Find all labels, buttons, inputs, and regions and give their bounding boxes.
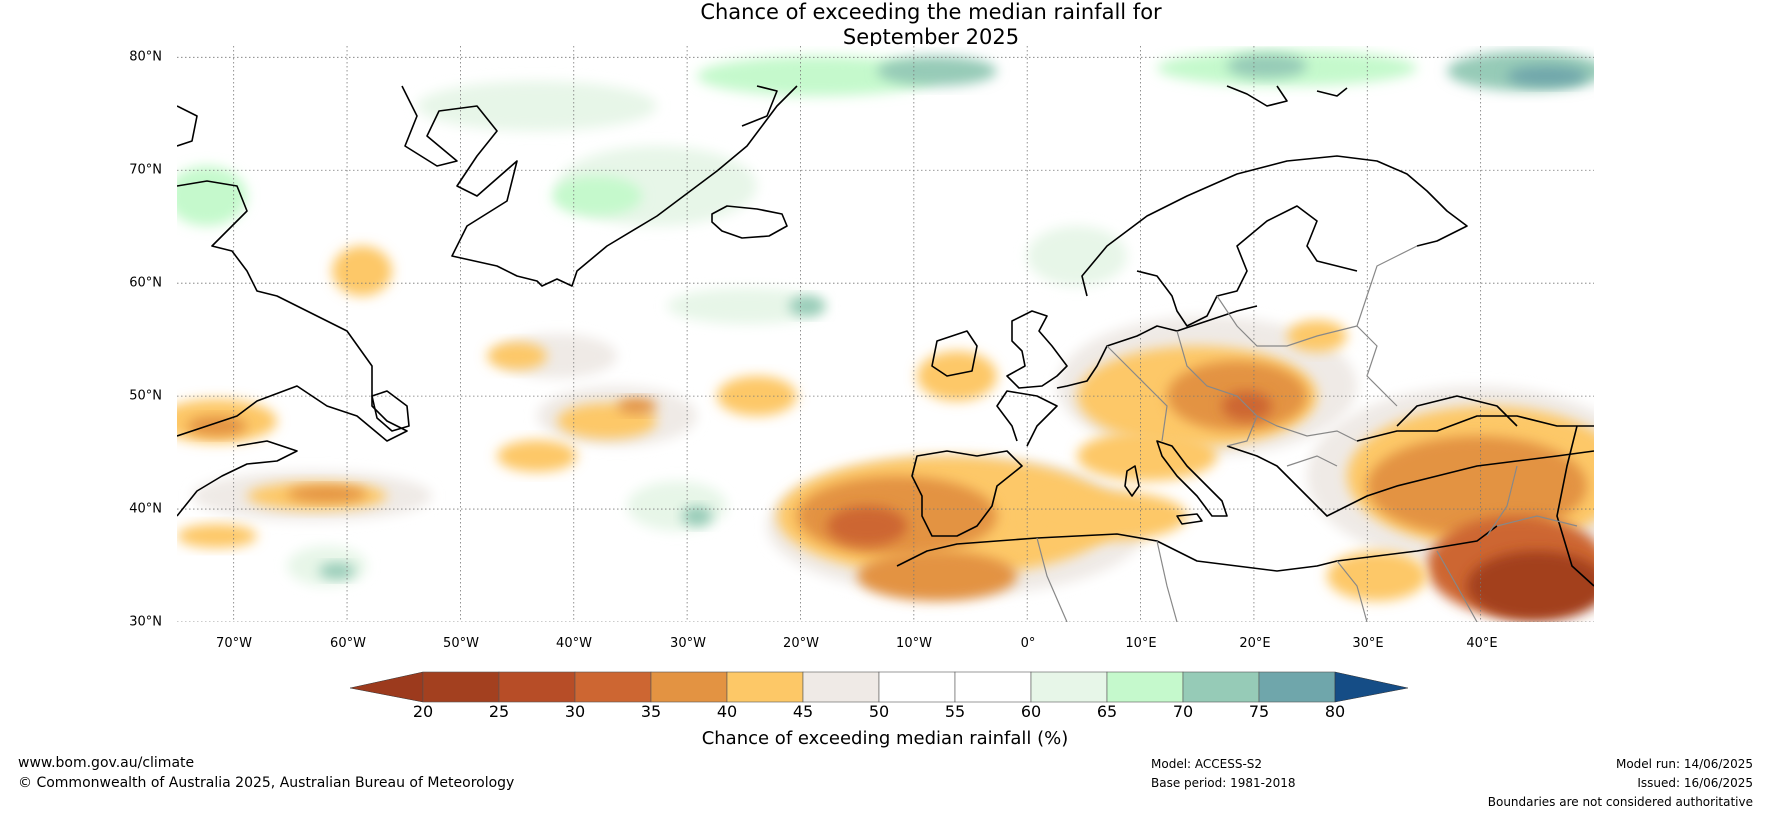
country-borders	[1036, 245, 1578, 622]
colorbar-segment	[1182, 671, 1260, 703]
colorbar-segment	[650, 671, 728, 703]
colorbar-tick-label: 55	[944, 702, 966, 721]
colorbar-tick-label: 50	[868, 702, 890, 721]
probability-shading	[177, 50, 1594, 621]
lon-label-0: 0°	[1020, 636, 1036, 651]
footer-disclaimer: Boundaries are not considered authoritat…	[1487, 795, 1753, 809]
colorbar-segment	[1030, 671, 1108, 703]
lon-label-30e: 30°E	[1352, 636, 1384, 651]
lat-label-60n: 60°N	[129, 275, 162, 291]
lon-label-10w: 10°W	[896, 636, 932, 651]
colorbar-tick-label: 40	[716, 702, 738, 721]
colorbar-segment	[726, 671, 804, 703]
colorbar-segment	[954, 671, 1032, 703]
lon-label-50w: 50°W	[443, 636, 479, 651]
lat-label-50n: 50°N	[129, 388, 162, 404]
footer-model: Model: ACCESS-S2	[1151, 757, 1263, 771]
colorbar-tick-label: 65	[1096, 702, 1118, 721]
colorbar-segment	[422, 671, 500, 703]
colorbar-segment	[878, 671, 956, 703]
colorbar-segment	[1258, 671, 1336, 703]
lon-label-40e: 40°E	[1466, 636, 1498, 651]
footer-issued: Issued: 16/06/2025	[1637, 776, 1753, 790]
lat-label-80n: 80°N	[129, 49, 162, 65]
colorbar-segment	[574, 671, 652, 703]
lon-label-10e: 10°E	[1125, 636, 1157, 651]
lon-label-60w: 60°W	[330, 636, 366, 651]
map-title: Chance of exceeding the median rainfall …	[0, 0, 1770, 50]
colorbar-tick-label: 35	[640, 702, 662, 721]
colorbar-tick-label: 80	[1324, 702, 1346, 721]
lon-label-70w: 70°W	[216, 636, 252, 651]
colorbar-tick-label: 45	[792, 702, 814, 721]
colorbar-over-arrow	[1334, 671, 1409, 703]
footer-copyright: © Commonwealth of Australia 2025, Austra…	[18, 775, 515, 791]
lat-label-40n: 40°N	[129, 501, 162, 517]
rainfall-map[interactable]	[177, 46, 1594, 622]
colorbar-under-arrow	[350, 671, 424, 703]
colorbar-segment	[498, 671, 576, 703]
colorbar-segment	[802, 671, 880, 703]
colorbar-tick-label: 60	[1020, 702, 1042, 721]
lon-label-20e: 20°E	[1239, 636, 1271, 651]
lon-label-30w: 30°W	[670, 636, 706, 651]
colorbar	[350, 671, 1409, 703]
colorbar-label: Chance of exceeding median rainfall (%)	[701, 728, 1069, 749]
colorbar-tick-label: 70	[1172, 702, 1194, 721]
rainfall-map-canvas	[177, 46, 1594, 622]
colorbar-segment	[1106, 671, 1184, 703]
footer-base-period: Base period: 1981-2018	[1151, 776, 1296, 790]
lat-label-70n: 70°N	[129, 162, 162, 178]
lon-label-20w: 20°W	[783, 636, 819, 651]
colorbar-tick-label: 25	[488, 702, 510, 721]
colorbar-tick-label: 20	[412, 702, 434, 721]
coastlines	[177, 85, 1594, 587]
lat-lon-gridlines	[177, 46, 1594, 622]
footer-website: www.bom.gov.au/climate	[18, 755, 195, 771]
map-title-line1: Chance of exceeding the median rainfall …	[700, 0, 1162, 24]
footer-model-run: Model run: 14/06/2025	[1615, 757, 1753, 771]
colorbar-tick-label: 75	[1248, 702, 1270, 721]
map-title-line2: September 2025	[842, 25, 1020, 49]
lat-label-30n: 30°N	[129, 614, 162, 630]
lon-label-40w: 40°W	[556, 636, 592, 651]
colorbar-tick-label: 30	[564, 702, 586, 721]
